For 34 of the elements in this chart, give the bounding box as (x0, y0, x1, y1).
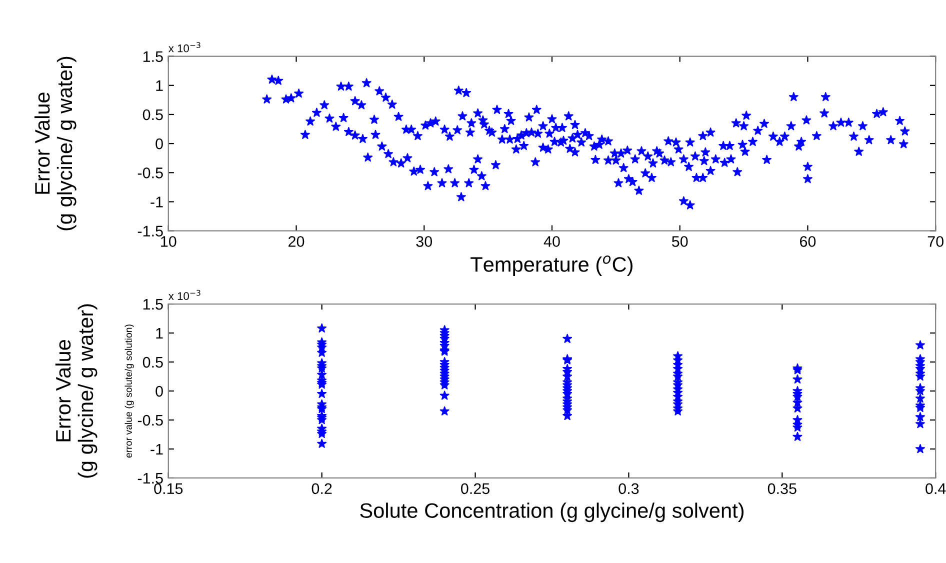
y-tick-label: -1 (150, 444, 163, 455)
y-tick-label: 1.5 (143, 299, 163, 310)
x-tick-label: 60 (800, 236, 816, 247)
y-axis-title: Error Value (g glycine/ g water) (34, 56, 76, 230)
y-axis-title: error value (g solute/g solution) (124, 324, 134, 458)
y-tick-label: 1.5 (143, 51, 163, 62)
x-axis-title: Temperature ($^{o}$C) (470, 255, 632, 276)
x-tick-label: 0.15 (154, 483, 183, 494)
x-tick-label: 30 (416, 236, 432, 247)
y-tick-label: 1 (156, 328, 163, 339)
y-tick-label: 0.5 (142, 109, 163, 120)
y-tick-label: -0.5 (138, 168, 163, 178)
x-tick-label: 20 (288, 236, 304, 247)
text: x 10$^{−3}$ (168, 290, 200, 300)
text: Error Value (g glycine/ g water) (55, 304, 98, 478)
x-tick-label: 70 (928, 236, 944, 247)
x-tick-label: 0.4 (926, 483, 946, 494)
x-tick-label: 40 (544, 236, 560, 247)
x-tick-label: 50 (672, 236, 688, 247)
text: x 10$^{−3}$ (168, 42, 200, 52)
y-tick-label: -1.5 (138, 473, 163, 484)
y-tick-label: -1.5 (138, 226, 163, 237)
y-tick-label: 0 (156, 138, 163, 150)
y-tick-label: 0 (156, 386, 163, 397)
x-tick-label: 0.35 (768, 483, 796, 494)
y-tick-label: 0.5 (142, 356, 163, 368)
y-tick-label: -1 (150, 196, 163, 208)
x-tick-label: 0.25 (461, 483, 490, 494)
y-tick-label: -0.5 (138, 414, 163, 426)
x-tick-label: 0.3 (618, 483, 639, 494)
x-tick-label: 10 (161, 236, 176, 247)
x-tick-label: 0.2 (312, 483, 332, 494)
x-axis-title: Solute Concentration (g glycine/g solvent) (360, 502, 744, 522)
y-tick-label: 1 (156, 80, 163, 91)
